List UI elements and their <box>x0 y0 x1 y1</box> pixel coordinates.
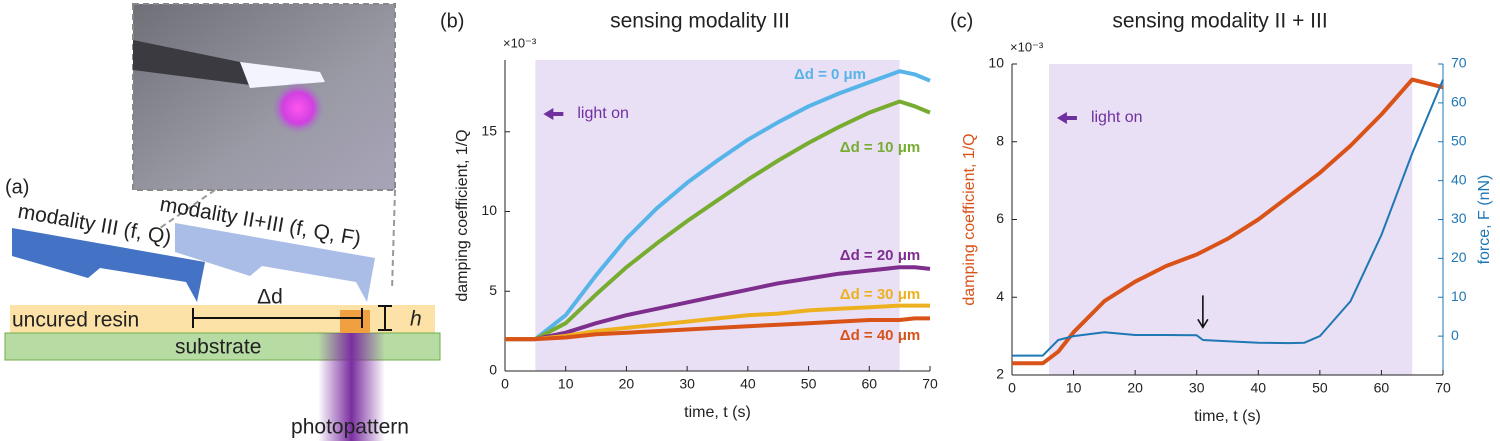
series-line <box>505 99 931 342</box>
x-axis-label: time, t (s) <box>1194 408 1261 425</box>
substrate-label: substrate <box>175 336 261 359</box>
y-tick-label: 5 <box>489 282 497 298</box>
x-tick-label: 10 <box>558 376 574 392</box>
modality-banner <box>175 223 375 302</box>
series-line <box>505 316 930 342</box>
series-label: Δd = 30 μm <box>840 286 920 303</box>
y-tick-label: 8 <box>996 132 1004 148</box>
x-tick-label: 50 <box>801 376 817 392</box>
probe <box>133 40 250 85</box>
y2-tick-label: 20 <box>1451 249 1467 265</box>
annotation-arrow <box>543 108 564 120</box>
pattern-label: photopattern <box>291 416 409 439</box>
x-tick-label: 70 <box>1435 380 1451 396</box>
x-tick-label: 30 <box>1189 380 1205 396</box>
y-multiplier: ×10⁻³ <box>503 35 537 50</box>
y2-tick-label: 70 <box>1451 55 1467 71</box>
annotation: light on <box>1091 109 1143 126</box>
y-tick-label: 2 <box>996 366 1004 382</box>
resin-label: uncured resin <box>12 309 139 332</box>
y2-tick-label: 60 <box>1451 94 1467 110</box>
probe-tip <box>240 62 325 88</box>
x-tick-label: 60 <box>1374 380 1390 396</box>
series-label: Δd = 40 μm <box>840 327 920 344</box>
distance-bar <box>192 305 392 331</box>
series-line <box>1012 77 1444 366</box>
x-tick-label: 20 <box>619 376 635 392</box>
dash-line <box>159 189 216 229</box>
y-axis-label: damping coefficient, 1/Q <box>454 129 471 301</box>
y-tick-label: 10 <box>988 55 1004 71</box>
y2-tick-label: 40 <box>1451 171 1467 187</box>
height-label: h <box>410 308 422 331</box>
y-multiplier: ×10⁻³ <box>1010 39 1044 54</box>
y-axis-label: damping coefficient, 1/Q <box>961 133 978 305</box>
x-tick-label: 10 <box>1066 380 1082 396</box>
chart-title: sensing modality II + III <box>1112 10 1327 33</box>
y-tick-label: 6 <box>996 210 1004 226</box>
x-tick-label: 20 <box>1127 380 1143 396</box>
x-tick-label: 70 <box>922 376 938 392</box>
y2-tick-label: 30 <box>1451 210 1467 226</box>
y2-axis-label: force, F (nN) <box>1476 175 1493 265</box>
light-beam <box>318 333 385 441</box>
panel-label: (c) <box>950 10 973 32</box>
x-tick-label: 0 <box>501 376 509 392</box>
distance-label: Δd <box>257 286 283 309</box>
series-label: Δd = 0 μm <box>794 66 866 83</box>
modality-banner <box>12 228 205 302</box>
panel-label: (a) <box>5 176 29 198</box>
series-label: Δd = 10 μm <box>840 139 920 156</box>
chart-title: sensing modality III <box>610 10 790 33</box>
y-tick-label: 4 <box>996 288 1004 304</box>
series-line <box>505 303 930 342</box>
series-line <box>1012 79 1444 357</box>
panel-label: (b) <box>440 10 464 32</box>
series-label: Δd = 20 μm <box>840 247 920 264</box>
x-tick-label: 40 <box>1250 380 1266 396</box>
series-line <box>505 69 931 342</box>
y-tick-label: 0 <box>489 362 497 378</box>
event-arrow <box>1197 295 1209 329</box>
x-tick-label: 60 <box>861 376 877 392</box>
y2-tick-label: 50 <box>1451 132 1467 148</box>
annotation: light on <box>577 105 629 122</box>
annotation-arrow <box>1056 112 1077 124</box>
series-line <box>505 265 931 342</box>
x-axis-label: time, t (s) <box>684 404 751 421</box>
panel-a: (a) modality III (f, Q) modality II+III … <box>4 3 441 441</box>
y-tick-label: 10 <box>481 202 497 218</box>
x-tick-label: 30 <box>679 376 695 392</box>
dash-line <box>391 189 396 291</box>
cured-spot <box>340 310 370 333</box>
light-spot <box>272 82 324 134</box>
photo-inset <box>132 3 396 191</box>
x-tick-label: 40 <box>740 376 756 392</box>
light-region <box>1048 64 1413 375</box>
x-tick-label: 50 <box>1312 380 1328 396</box>
x-tick-label: 0 <box>1008 380 1016 396</box>
y2-tick-label: 10 <box>1451 288 1467 304</box>
y-tick-label: 15 <box>481 122 497 138</box>
y2-tick-label: 0 <box>1451 327 1459 343</box>
